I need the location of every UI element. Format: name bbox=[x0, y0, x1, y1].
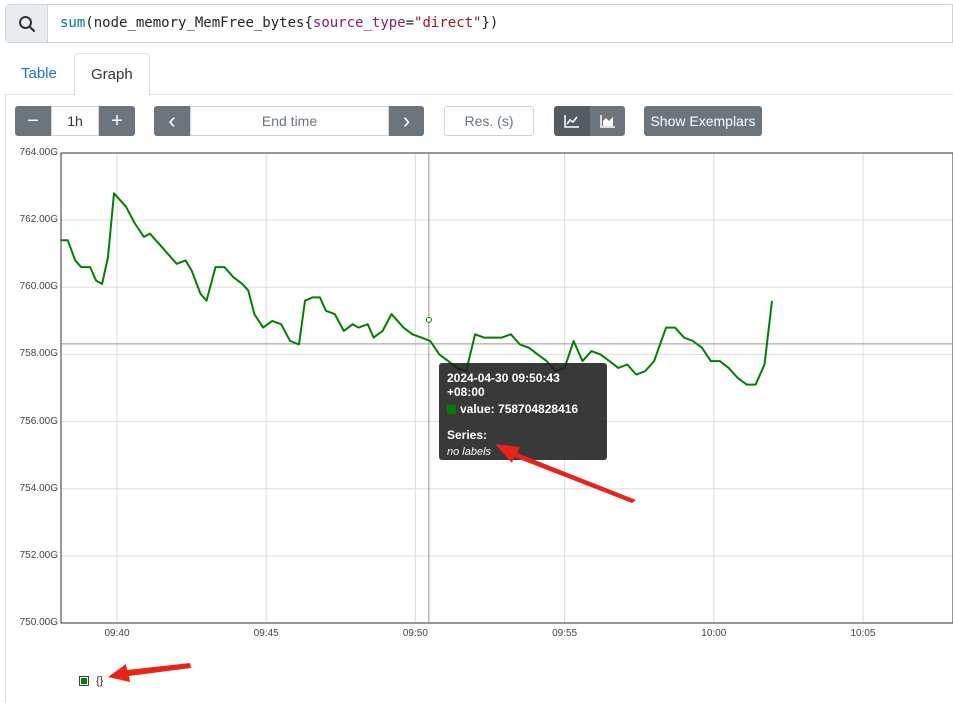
search-button[interactable] bbox=[6, 5, 48, 42]
tab-table[interactable]: Table bbox=[21, 65, 57, 82]
x-tick-label: 10:05 bbox=[850, 628, 876, 639]
tab-graph[interactable]: Graph bbox=[74, 53, 150, 96]
graph-chart[interactable]: 764.00G 762.00G 760.00G 758.00G 756.00G 754.0… bbox=[0, 140, 953, 650]
tooltip-timestamp: 2024-04-30 09:50:43 +08:00 bbox=[447, 371, 560, 399]
stacked-chart-button[interactable] bbox=[590, 106, 625, 136]
y-tick-label: 758.00G bbox=[19, 348, 58, 360]
legend-swatch[interactable] bbox=[79, 676, 89, 686]
area-chart-icon bbox=[599, 115, 615, 128]
next-time-button[interactable]: › bbox=[389, 106, 424, 136]
hover-tooltip: 2024-04-30 09:50:43 +08:00 value: 758704… bbox=[439, 363, 607, 460]
resolution-input[interactable]: Res. (s) bbox=[444, 106, 534, 136]
series-line[interactable] bbox=[60, 192, 773, 386]
tooltip-value-row: value: 758704828416 bbox=[447, 402, 599, 416]
y-tick-label: 760.00G bbox=[19, 281, 58, 293]
line-chart-button[interactable] bbox=[554, 106, 590, 136]
query-metric: node_memory_MemFree_bytes bbox=[93, 15, 305, 31]
x-tick-label: 09:50 bbox=[402, 628, 428, 639]
y-tick-label: 764.00G bbox=[19, 147, 58, 158]
legend: {} bbox=[79, 675, 103, 687]
y-tick-label: 752.00G bbox=[19, 549, 58, 561]
tooltip-value-prefix: value: bbox=[460, 402, 499, 416]
x-tick-label: 09:40 bbox=[104, 628, 130, 639]
line-chart-icon bbox=[564, 115, 579, 128]
search-icon bbox=[18, 15, 35, 32]
query-close: }) bbox=[481, 15, 499, 31]
x-tick-label: 09:55 bbox=[552, 628, 578, 639]
decrease-range-button[interactable]: − bbox=[15, 106, 51, 136]
increase-range-button[interactable]: + bbox=[99, 106, 135, 136]
end-time-input[interactable]: End time bbox=[190, 106, 389, 136]
y-tick-label: 750.00G bbox=[19, 617, 58, 628]
tooltip-value: 758704828416 bbox=[498, 402, 579, 416]
query-open-brace: { bbox=[304, 15, 313, 31]
x-tick-label: 09:45 bbox=[253, 628, 279, 639]
hover-point bbox=[425, 316, 432, 323]
range-input[interactable]: 1h bbox=[51, 106, 99, 136]
graph-panel bbox=[5, 95, 953, 703]
view-tabs: Table Graph bbox=[5, 53, 953, 96]
expression-input[interactable]: sum(node_memory_MemFree_bytes{source_typ… bbox=[5, 4, 953, 43]
query-label-name: source_type bbox=[312, 15, 406, 31]
show-exemplars-button[interactable]: Show Exemplars bbox=[644, 106, 762, 136]
query-function: sum bbox=[60, 15, 86, 31]
y-tick-label: 762.00G bbox=[19, 214, 58, 226]
query-equals: = bbox=[405, 15, 415, 31]
x-tick-label: 10:00 bbox=[701, 628, 727, 639]
y-tick-label: 756.00G bbox=[19, 415, 58, 427]
tooltip-series-swatch bbox=[447, 405, 456, 414]
legend-label[interactable]: {} bbox=[96, 675, 104, 687]
prev-time-button[interactable]: ‹ bbox=[154, 106, 190, 136]
query-expression[interactable]: sum(node_memory_MemFree_bytes{source_typ… bbox=[48, 5, 498, 42]
tooltip-series-label: Series: bbox=[447, 428, 488, 442]
query-label-value: "direct" bbox=[414, 15, 482, 31]
y-tick-label: 754.00G bbox=[19, 482, 58, 494]
query-open-paren: ( bbox=[85, 15, 94, 31]
tooltip-series-value: no labels bbox=[447, 446, 492, 458]
